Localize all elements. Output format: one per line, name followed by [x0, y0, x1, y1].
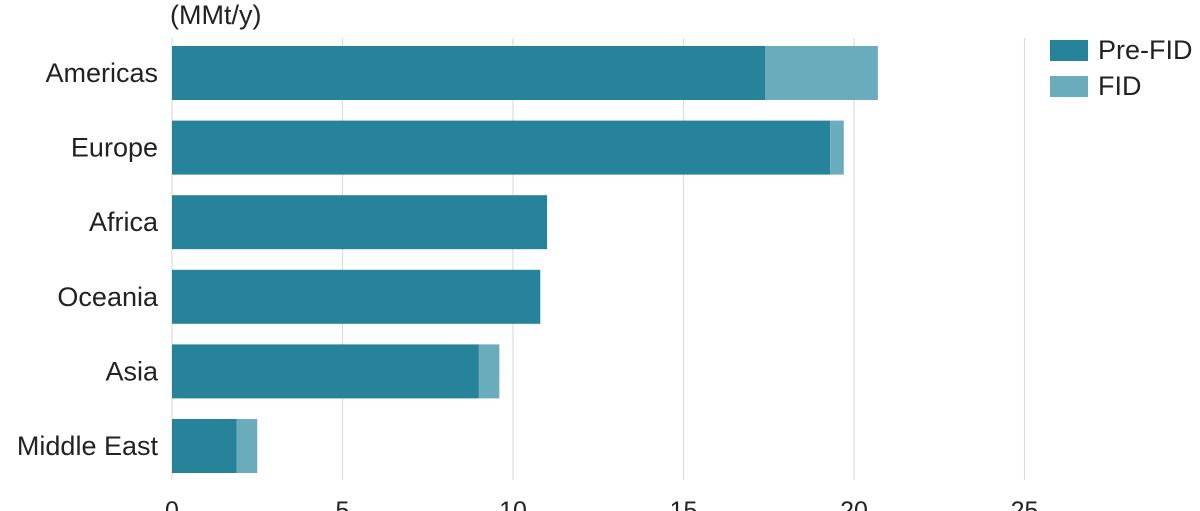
category-labels: Americas Europe Africa Oceania Asia Middle Ea…	[17, 58, 159, 461]
bars	[172, 46, 878, 473]
legend-label: Pre-FID	[1098, 35, 1193, 65]
category-label: Africa	[89, 207, 159, 237]
category-label: Americas	[45, 58, 158, 88]
gridlines	[171, 38, 1026, 480]
legend-swatch	[1050, 76, 1088, 97]
legend: Pre-FID FID	[1050, 35, 1193, 101]
x-tick-label: 15	[670, 497, 698, 511]
legend-swatch	[1050, 40, 1088, 61]
legend-label: FID	[1098, 71, 1142, 101]
bar-africa-pre-fid	[172, 195, 548, 250]
bar-americas-pre-fid	[172, 46, 766, 100]
bar-americas-fid	[765, 46, 878, 100]
unit-label: (MMt/y)	[170, 0, 261, 30]
category-label: Asia	[105, 356, 159, 386]
bar-middle-east-pre-fid	[172, 419, 237, 473]
bar-europe-fid	[830, 120, 844, 175]
bar-oceania-pre-fid	[172, 269, 541, 324]
x-tick-label: 25	[1011, 497, 1039, 511]
x-tick-label: 20	[840, 497, 868, 511]
bar-middle-east-fid	[236, 419, 258, 473]
bar-asia-pre-fid	[172, 344, 479, 399]
x-tick-labels: 0 5 10 15 20 25	[165, 497, 1038, 511]
x-tick-label: 5	[336, 497, 350, 511]
x-tick-label: 10	[499, 497, 527, 511]
category-label: Europe	[71, 133, 158, 163]
x-tick-label: 0	[165, 497, 179, 511]
bar-europe-pre-fid	[172, 120, 831, 175]
category-label: Oceania	[57, 282, 159, 312]
category-label: Middle East	[17, 431, 159, 461]
bar-asia-fid	[478, 344, 500, 399]
